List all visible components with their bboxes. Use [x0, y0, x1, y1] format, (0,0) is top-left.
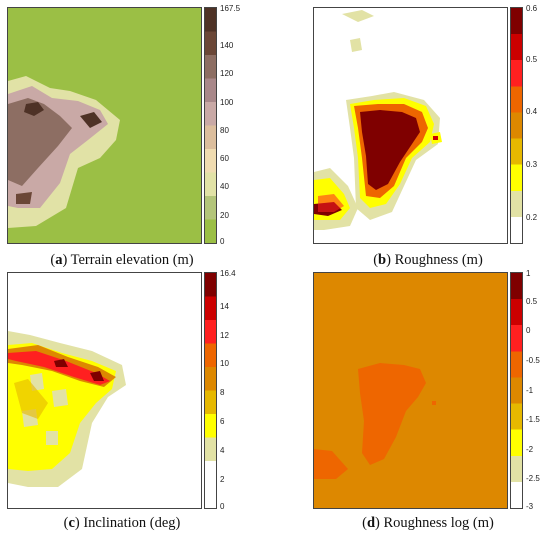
colorbar-tick-label: 0.2: [526, 212, 538, 222]
colorbar-tick-label: 60: [220, 154, 229, 164]
inclination-contour-mid: [14, 379, 48, 419]
colorbar-tick-label: -1: [526, 385, 534, 395]
colorbar-tick-label: 0.3: [526, 160, 538, 169]
caption-roughness-log: (d) Roughness log (m): [362, 515, 494, 531]
colorbar-tick-label: 0.6: [526, 4, 538, 13]
roughness-log-contour-corner: [314, 449, 348, 479]
elevation-peak-3: [16, 192, 32, 204]
panel-label-d: d: [366, 515, 376, 531]
caption-text-b: Roughness (m): [394, 252, 483, 268]
caption-text-d: Roughness log (m): [383, 515, 494, 531]
caption-text-c: Inclination (deg): [83, 515, 181, 531]
colorbar-tick-label: 140: [220, 40, 234, 50]
colorbar-tick-label: 0: [526, 326, 531, 336]
inclination-peak-2: [90, 371, 104, 381]
heatmap-inclination: [7, 272, 202, 509]
colorbar-tick-label: 0: [220, 502, 225, 511]
colorbar-inclination: [204, 272, 217, 509]
colorbar-roughness-log: [510, 272, 523, 509]
colorbar-tick-label: 100: [220, 97, 234, 107]
colorbar-tick-label: 167.5: [220, 4, 241, 13]
colorbar-tick-label: 0.5: [526, 296, 538, 306]
elevation-contour-high: [8, 98, 72, 186]
caption-roughness: (b) Roughness (m): [373, 252, 483, 268]
roughness-contour-corner-red: [318, 194, 344, 212]
colorbar-terrain-elevation: [204, 7, 217, 244]
colorbar-tick-label: 12: [220, 330, 229, 340]
colorbar-tick-label: -1.5: [526, 415, 540, 425]
heatmap-roughness-log: [313, 272, 508, 509]
inclination-hole-4: [46, 431, 58, 445]
colorbar-tick-label: 10: [220, 359, 229, 369]
colorbar-tick-label: 0.5: [526, 54, 538, 64]
roughness-log-contour-high: [358, 363, 426, 465]
colorbar-tick-label: 14: [220, 301, 229, 311]
elevation-peak-1: [24, 102, 44, 116]
colorbar-tick-label: -2.5: [526, 474, 540, 484]
heatmap-roughness: [313, 7, 508, 244]
inclination-hole-2: [52, 389, 68, 407]
colorbar-tick-label: 2: [220, 475, 225, 485]
colorbar-tick-label: 80: [220, 125, 229, 135]
colorbar-tick-label: 120: [220, 69, 234, 79]
panel-label-a: a: [55, 252, 63, 268]
roughness-contour-side-core: [433, 136, 438, 140]
colorbar-tick-label: 6: [220, 417, 225, 427]
panel-label-b: b: [378, 252, 387, 268]
panel-label-c: c: [68, 515, 75, 531]
colorbar-tick-label: 1: [526, 269, 531, 278]
colorbar-tick-label: 0.4: [526, 107, 538, 117]
roughness-contour-faint-2: [350, 38, 362, 52]
colorbar-tick-label: 16.4: [220, 269, 236, 278]
colorbar-tick-label: 0: [220, 237, 225, 246]
colorbar-tick-label: 40: [220, 182, 229, 192]
caption-inclination: (c) Inclination (deg): [63, 515, 181, 531]
roughness-contour-faint-1: [342, 10, 374, 22]
heatmap-terrain-elevation: [7, 7, 202, 244]
inclination-contour-red: [8, 351, 110, 385]
colorbar-roughness: [510, 7, 523, 244]
colorbar-tick-label: -0.5: [526, 355, 540, 365]
colorbar-tick-label: 20: [220, 210, 229, 220]
elevation-peak-2: [80, 112, 102, 128]
colorbar-tick-label: 8: [220, 388, 225, 398]
colorbar-tick-label: -2: [526, 444, 534, 454]
roughness-contour-max: [360, 110, 420, 190]
colorbar-tick-label: 4: [220, 446, 225, 456]
caption-text-a: Terrain elevation (m): [70, 252, 194, 268]
inclination-peak-1: [54, 359, 68, 367]
colorbar-tick-label: -3: [526, 502, 534, 511]
caption-terrain-elevation: (a) Terrain elevation (m): [50, 252, 194, 268]
roughness-log-contour-side: [432, 401, 436, 405]
